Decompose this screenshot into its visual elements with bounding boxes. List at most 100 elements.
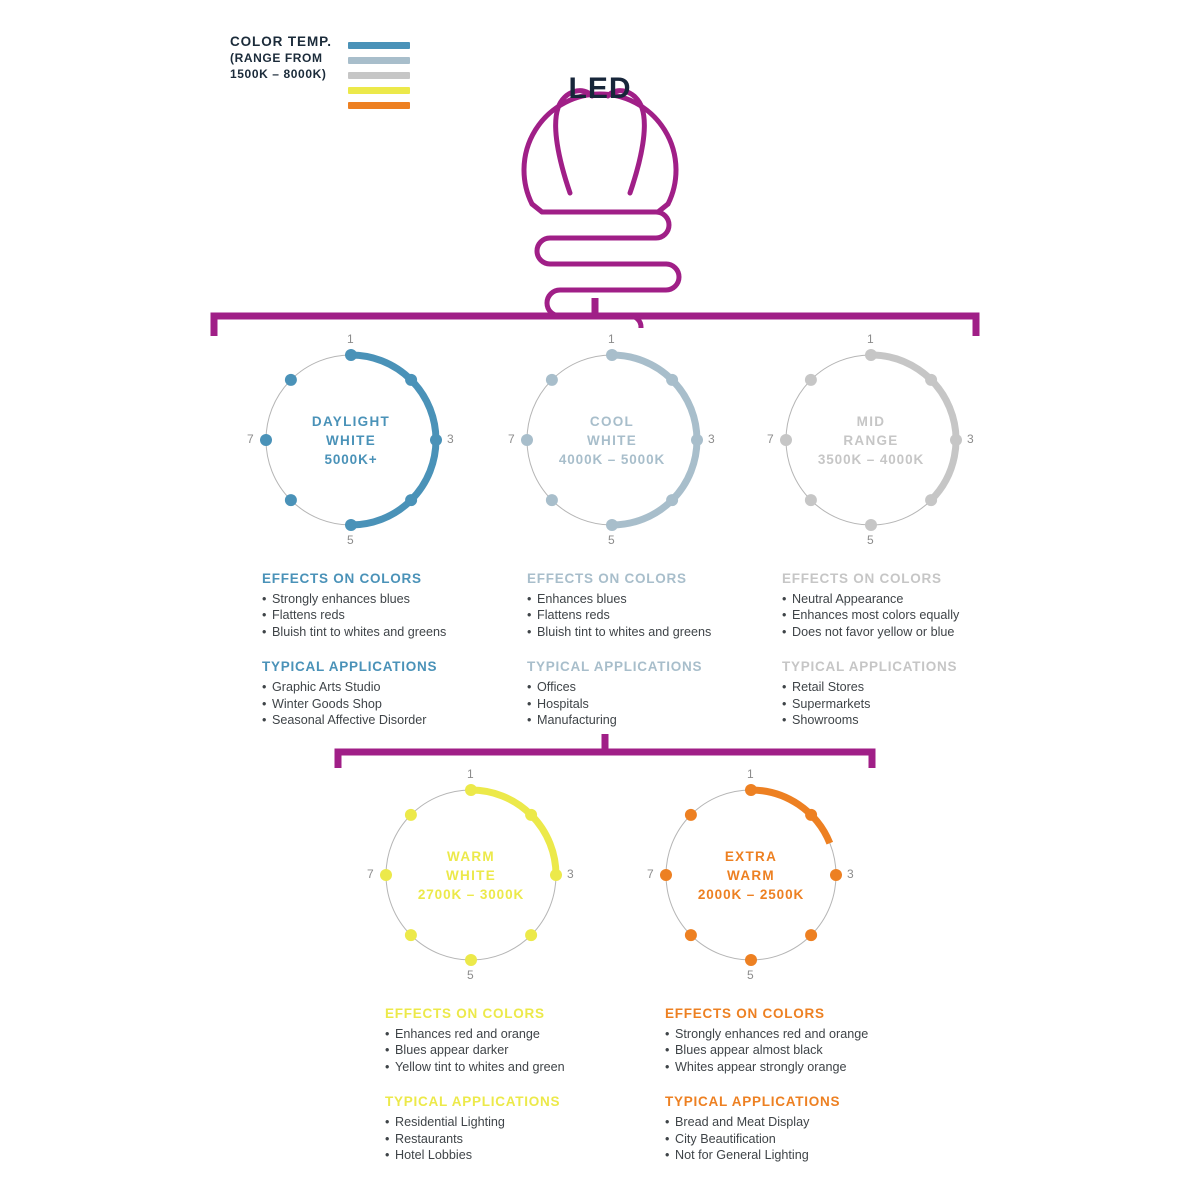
dial-ring-mid-range	[780, 349, 962, 531]
dial-dot-3[interactable]	[430, 434, 442, 446]
dial-kelvin-range: 2000K – 2500K	[697, 886, 805, 902]
dial-dot-6[interactable]	[804, 494, 817, 507]
dial-mid-range[interactable]: MID RANGE 3500K – 4000K 1 3 5 7	[767, 333, 974, 546]
dial-dot-8[interactable]	[804, 373, 817, 386]
dial-tick-number-5: 5	[608, 533, 615, 547]
dial-dot-3[interactable]	[950, 434, 962, 446]
effects-list-item: Blues appear almost black	[665, 1042, 915, 1059]
dial-dot-2[interactable]	[925, 373, 938, 386]
dial-tick-number-7: 7	[367, 867, 374, 881]
dial-title-line-1: DAYLIGHT	[311, 413, 391, 429]
dial-tick-number-7: 7	[647, 867, 654, 881]
legend-subtitle-line2: 1500K – 8000K)	[230, 67, 327, 81]
dial-dot-6[interactable]	[284, 494, 297, 507]
dial-title-line-2: WHITE	[446, 867, 496, 883]
applications-list-item: Residential Lighting	[385, 1114, 635, 1131]
applications-list-item: Bread and Meat Display	[665, 1114, 915, 1131]
dial-label-mid-range: MID RANGE 3500K – 4000K	[771, 340, 971, 540]
dial-dot-1[interactable]	[745, 784, 757, 796]
effects-list-item: Enhances red and orange	[385, 1026, 635, 1043]
effects-list-item: Does not favor yellow or blue	[782, 624, 1032, 641]
dial-tick-number-1: 1	[867, 332, 874, 346]
legend-swatch-list	[348, 42, 410, 117]
applications-list-item: Hospitals	[527, 696, 777, 713]
info-column-mid-range: EFFECTS ON COLORS Neutral AppearanceEnhan…	[782, 570, 1032, 729]
dial-tick-number-5: 5	[347, 533, 354, 547]
dial-ring-extra-warm	[660, 784, 842, 966]
dial-dot-7[interactable]	[380, 869, 392, 881]
dial-dot-8[interactable]	[684, 808, 697, 821]
dial-dot-7[interactable]	[260, 434, 272, 446]
dial-dot-6[interactable]	[404, 929, 417, 942]
applications-list-item: Supermarkets	[782, 696, 1032, 713]
dial-dot-5[interactable]	[745, 954, 757, 966]
dial-dot-1[interactable]	[465, 784, 477, 796]
dial-dot-3[interactable]	[691, 434, 703, 446]
dial-dot-7[interactable]	[660, 869, 672, 881]
dial-dot-5[interactable]	[606, 519, 618, 531]
dial-kelvin-range: 5000K+	[324, 451, 378, 467]
dial-tick-number-1: 1	[608, 332, 615, 346]
dial-title-line-2: WHITE	[587, 432, 637, 448]
dial-dot-2[interactable]	[805, 808, 818, 821]
dial-dot-4[interactable]	[925, 494, 938, 507]
dial-kelvin-range: 2700K – 3000K	[417, 886, 525, 902]
dial-dot-1[interactable]	[865, 349, 877, 361]
applications-heading: TYPICAL APPLICATIONS	[527, 659, 703, 675]
dial-dot-3[interactable]	[550, 869, 562, 881]
dial-daylight-white[interactable]: DAYLIGHT WHITE 5000K+ 1 3 5 7	[247, 333, 454, 546]
applications-list-item: Showrooms	[782, 712, 1032, 729]
dial-tick-number-7: 7	[767, 432, 774, 446]
dial-warm-white[interactable]: WARM WHITE 2700K – 3000K 1 3 5 7	[367, 768, 574, 981]
effects-list-item: Flattens reds	[262, 607, 512, 624]
info-column-extra-warm: EFFECTS ON COLORS Strongly enhances red a…	[665, 1005, 915, 1164]
dial-dot-4[interactable]	[805, 929, 818, 942]
dial-cool-white[interactable]: COOL WHITE 4000K – 5000K 1 3 5 7	[508, 333, 715, 546]
dial-dot-1[interactable]	[345, 349, 357, 361]
dial-dot-7[interactable]	[521, 434, 533, 446]
dial-title-line-2: WARM	[727, 867, 775, 883]
dial-dot-5[interactable]	[345, 519, 357, 531]
dial-title-line-1: WARM	[447, 848, 495, 864]
dial-dot-5[interactable]	[465, 954, 477, 966]
dial-dot-4[interactable]	[666, 494, 679, 507]
effects-heading: EFFECTS ON COLORS	[782, 571, 942, 586]
dial-dot-3[interactable]	[830, 869, 842, 881]
legend-swatch-extra-warm	[348, 102, 410, 109]
dial-dot-8[interactable]	[404, 808, 417, 821]
dial-dot-7[interactable]	[780, 434, 792, 446]
dial-dot-4[interactable]	[525, 929, 538, 942]
dial-tick-number-1: 1	[347, 332, 354, 346]
dial-tick-number-1: 1	[467, 767, 474, 781]
applications-list-item: Winter Goods Shop	[262, 696, 512, 713]
dial-dot-8[interactable]	[545, 373, 558, 386]
dial-dot-5[interactable]	[865, 519, 877, 531]
bracket-bottom-icon	[334, 734, 876, 768]
effects-heading: EFFECTS ON COLORS	[527, 571, 687, 586]
dial-dot-6[interactable]	[545, 494, 558, 507]
dial-label-daylight-white: DAYLIGHT WHITE 5000K+	[251, 340, 451, 540]
dial-kelvin-range: 3500K – 4000K	[817, 451, 925, 467]
dial-tick-number-3: 3	[447, 432, 454, 446]
dial-dot-8[interactable]	[284, 373, 297, 386]
effects-list-item: Whites appear strongly orange	[665, 1059, 915, 1076]
dial-dot-1[interactable]	[606, 349, 618, 361]
effects-list-item: Neutral Appearance	[782, 591, 1032, 608]
dial-dot-4[interactable]	[405, 494, 418, 507]
effects-list: Enhances bluesFlattens redsBluish tint t…	[527, 591, 777, 641]
dial-extra-warm[interactable]: EXTRA WARM 2000K – 2500K 1 3 5 7	[647, 768, 854, 981]
applications-heading: TYPICAL APPLICATIONS	[262, 659, 438, 675]
dial-dot-2[interactable]	[525, 808, 538, 821]
dial-title-line-1: COOL	[589, 413, 635, 429]
dial-dot-2[interactable]	[666, 373, 679, 386]
dial-tick-number-3: 3	[847, 867, 854, 881]
dial-dot-2[interactable]	[405, 373, 418, 386]
applications-list-item: Restaurants	[385, 1131, 635, 1148]
legend-swatch-cool-white	[348, 57, 410, 64]
effects-list: Enhances red and orangeBlues appear dark…	[385, 1026, 635, 1076]
dial-ring-cool-white	[521, 349, 703, 531]
dial-label-warm-white: WARM WHITE 2700K – 3000K	[371, 775, 571, 975]
applications-list: OfficesHospitalsManufacturing	[527, 679, 777, 729]
dial-dot-6[interactable]	[684, 929, 697, 942]
effects-heading: EFFECTS ON COLORS	[385, 1006, 545, 1021]
